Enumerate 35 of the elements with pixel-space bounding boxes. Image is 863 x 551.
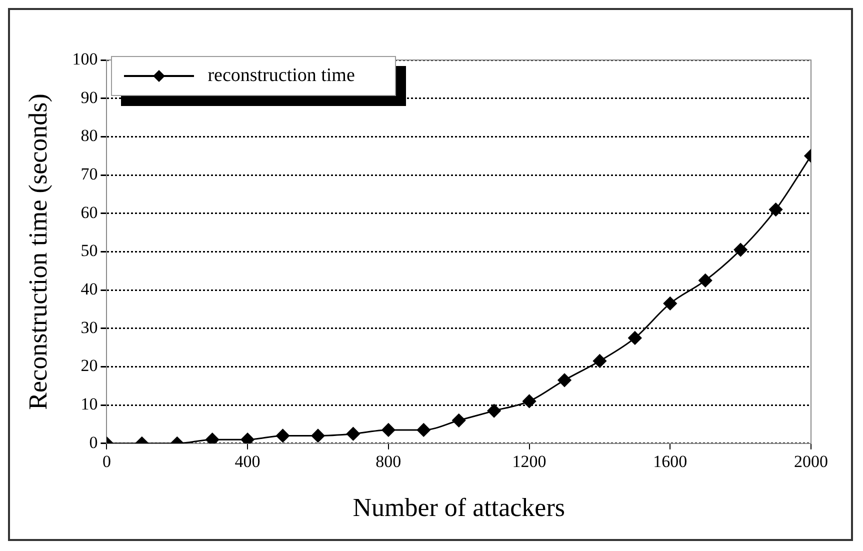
x-tick-label: 1600 <box>653 452 688 472</box>
point <box>734 243 748 257</box>
point <box>487 404 501 418</box>
x-tick-label: 2000 <box>794 452 828 472</box>
y-tick-label: 70 <box>80 164 98 184</box>
point <box>558 373 572 387</box>
point <box>346 427 360 441</box>
y-tick-label: 10 <box>80 394 98 414</box>
point <box>311 428 325 442</box>
point <box>769 202 783 216</box>
x-tick-label: 800 <box>376 452 402 472</box>
point <box>628 331 642 345</box>
y-tick-label: 60 <box>80 202 98 222</box>
x-axis-title: Number of attackers <box>352 493 565 522</box>
x-tick-label: 1200 <box>512 452 546 472</box>
point <box>416 423 430 437</box>
y-tick-label: 80 <box>80 126 98 146</box>
y-tick-label: 50 <box>80 241 98 260</box>
point <box>452 414 466 428</box>
x-tick-label: 0 <box>102 452 111 472</box>
y-tick-label: 40 <box>80 280 98 299</box>
point <box>663 296 677 310</box>
point <box>276 428 290 442</box>
y-axis-title: Reconstruction time (seconds) <box>23 94 52 410</box>
y-tick-label: 20 <box>80 356 98 376</box>
point <box>522 394 536 408</box>
y-tick-label: 30 <box>80 318 98 337</box>
x-tick-label: 400 <box>234 452 260 472</box>
point <box>382 423 396 437</box>
point <box>592 354 606 368</box>
y-tick-label: 0 <box>89 432 98 452</box>
y-tick-label: 100 <box>72 49 98 68</box>
point <box>698 274 712 288</box>
y-tick-label: 90 <box>80 88 98 107</box>
legend-label: reconstruction time <box>208 65 355 87</box>
